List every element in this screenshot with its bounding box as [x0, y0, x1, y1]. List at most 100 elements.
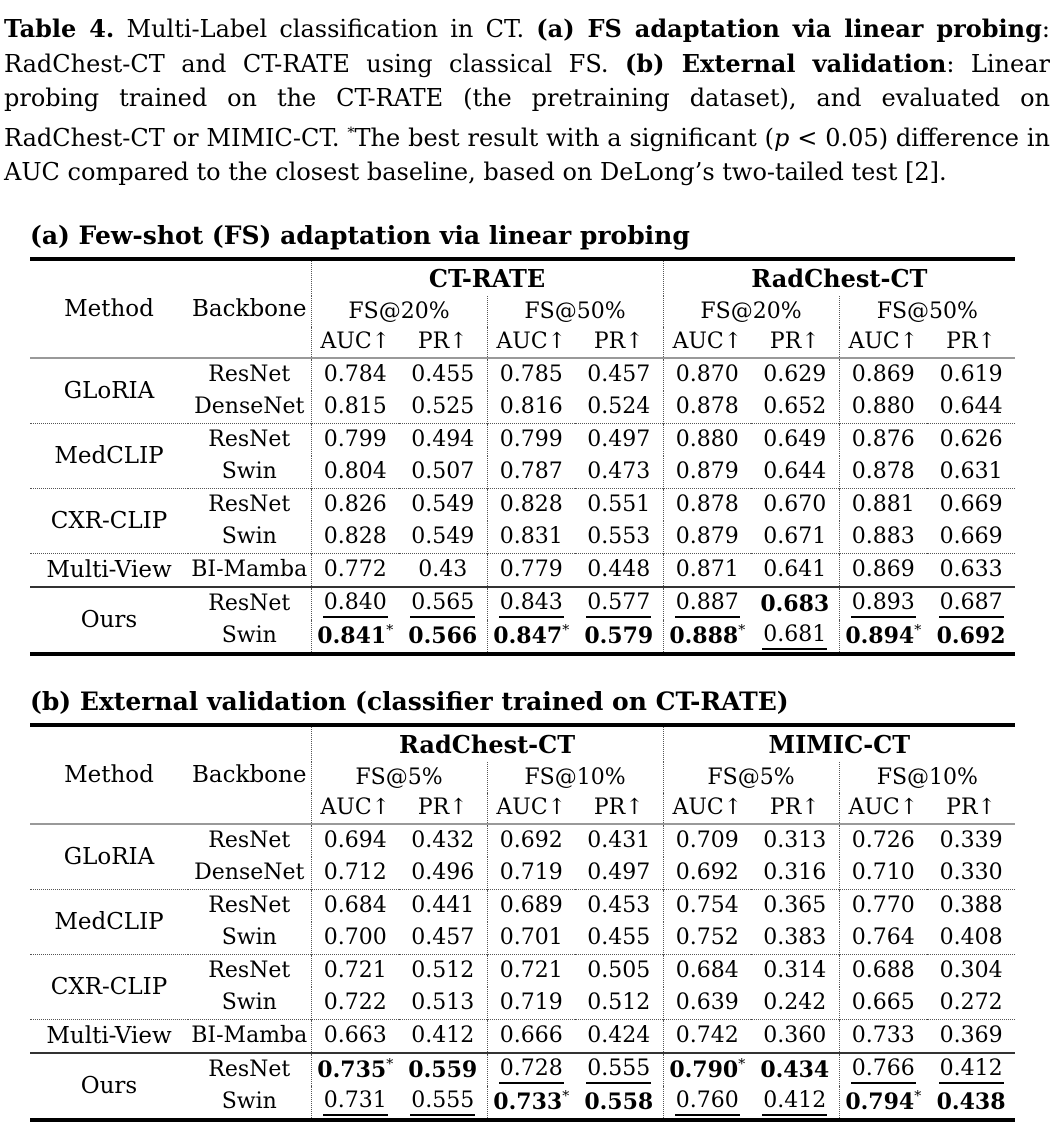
metric-value-cell: 0.881	[838, 487, 928, 521]
metric-value: 0.669	[939, 524, 1003, 549]
metric-value: 0.494	[411, 427, 475, 452]
metric-value: 0.787	[499, 459, 563, 484]
metric-value: 0.799	[323, 427, 387, 452]
method-cell: MedCLIP	[30, 422, 188, 488]
metric-value-cell: 0.559	[399, 1051, 487, 1086]
metric-value-cell: 0.649	[751, 422, 840, 456]
metric-value: 0.701	[499, 925, 563, 950]
metric-value: 0.313	[763, 828, 827, 853]
metric-value-cell: 0.843	[486, 585, 575, 620]
metric-value-cell: 0.735*	[310, 1051, 399, 1086]
metric-value: 0.665	[851, 990, 915, 1015]
metric-value: 0.785	[499, 362, 563, 387]
table-row: CXR-CLIP ResNet 0.721 0.512 0.721 0.505 0.684 0…	[30, 953, 1016, 1019]
metric-value: 0.512	[587, 990, 651, 1015]
metric-value-cell: 0.683	[751, 585, 840, 620]
metric-value: 0.869	[851, 557, 915, 582]
metric-value: 0.626	[939, 427, 1003, 452]
backbone-cell: ResNet	[188, 1051, 311, 1086]
metric-value: 0.365	[763, 893, 827, 918]
backbone-cell: BI-Mamba	[188, 1018, 311, 1053]
header-row-datasets: Method Backbone CT-RATE RadChest-CT	[30, 258, 1016, 359]
metric-value: 0.881	[851, 492, 915, 517]
metric-value-cell: 0.787	[486, 455, 575, 488]
metric-value-cell: 0.431	[575, 824, 663, 857]
metric-value-cell: 0.869	[838, 552, 928, 587]
table-row: Swin 0.841* 0.566 0.847* 0.579 0.888* 0.681 0.8…	[30, 619, 1015, 654]
metric-value-cell: 0.779	[486, 552, 575, 587]
metric-header: AUC↑	[662, 792, 752, 825]
significance-star: *	[386, 622, 394, 639]
metric-value-cell: 0.314	[751, 953, 840, 987]
metric-value: 0.412	[762, 1088, 828, 1116]
metric-value: 0.441	[411, 893, 475, 918]
backbone-cell: ResNet	[208, 362, 291, 387]
metric-header: AUC↑	[486, 326, 575, 359]
backbone-cell: DenseNet	[194, 860, 305, 885]
metric-value-cell: 0.639	[662, 986, 752, 1019]
metric-value: 0.565	[410, 590, 476, 618]
significance-star: *	[738, 1056, 746, 1073]
caption-run: *	[347, 124, 355, 141]
metric-value-cell: 0.497	[575, 422, 664, 456]
metric-value-cell: 0.555	[575, 1051, 664, 1086]
metric-value: 0.728	[498, 1056, 564, 1084]
metric-value-cell: 0.626	[927, 422, 1016, 456]
metric-value: 0.671	[763, 524, 827, 549]
metric-value-cell: 0.731	[310, 1085, 399, 1120]
metric-value: 0.670	[763, 492, 827, 517]
metric-value-cell: 0.629	[751, 358, 839, 391]
metric-value: 0.649	[763, 427, 827, 452]
significance-star: *	[914, 1088, 922, 1105]
metric-value-cell: 0.644	[927, 391, 1015, 424]
metric-value-cell: 0.424	[575, 1018, 664, 1053]
col-header-method: Method	[30, 724, 188, 825]
metric-value-cell: 0.826	[310, 487, 399, 521]
metric-header: PR↑	[399, 326, 487, 359]
metric-value-cell: 0.669	[927, 487, 1016, 521]
metric-value: 0.722	[323, 990, 387, 1015]
backbone-cell: ResNet	[188, 585, 311, 620]
table-b-title: (b) External validation (classifier trai…	[30, 686, 789, 716]
table-body: GLoRIA ResNet 0.784 0.455 0.785 0.457 0.870 0.6…	[30, 357, 1016, 654]
metric-value: 0.408	[939, 925, 1003, 950]
metric-value-cell: 0.684	[310, 888, 399, 922]
metric-value: 0.879	[675, 524, 739, 549]
method-cell: GLoRIA	[63, 843, 155, 870]
metric-value: 0.497	[587, 860, 651, 885]
metric-value-cell: 0.871	[662, 552, 752, 587]
metric-value-cell: 0.879	[662, 520, 752, 553]
metric-value: 0.843	[498, 590, 564, 618]
backbone-cell: ResNet	[188, 487, 311, 521]
table-a-few-shot-adaptation: Method Backbone CT-RATE RadChest-CT FS@20% FS…	[30, 256, 1016, 656]
table-row: CXR-CLIP ResNet 0.826 0.549 0.828 0.551 0.878 0…	[30, 487, 1016, 553]
metric-value: 0.766	[850, 1056, 916, 1084]
metric-value-cell: 0.369	[927, 1018, 1016, 1053]
metric-value-cell: 0.733*	[486, 1085, 575, 1120]
metric-value: 0.555	[586, 1056, 652, 1084]
metric-value: 0.692	[936, 622, 1006, 649]
metric-value: 0.549	[411, 492, 475, 517]
metric-value-cell: 0.512	[575, 987, 663, 1020]
metric-value-cell: 0.505	[575, 953, 664, 987]
metric-value: 0.687	[938, 590, 1004, 618]
metric-value-cell: 0.566	[399, 620, 487, 654]
metric-value-cell: 0.692	[927, 620, 1015, 654]
backbone-cell: ResNet	[188, 888, 311, 922]
metric-value-cell: 0.666	[486, 1018, 575, 1053]
metric-value: 0.432	[411, 828, 475, 853]
metric-value: 0.709	[675, 828, 739, 853]
metric-value-cell: 0.694	[310, 823, 399, 857]
metric-value-cell: 0.43	[399, 552, 487, 587]
backbone-cell: Swin	[221, 459, 277, 484]
table-body: GLoRIA ResNet 0.694 0.432 0.692 0.431 0.709 0.3…	[30, 823, 1016, 1120]
metric-value-cell: 0.894*	[838, 619, 928, 654]
method-cell: GLoRIA	[63, 377, 155, 404]
metric-value-cell: 0.496	[399, 857, 487, 890]
metric-value-cell: 0.719	[486, 856, 575, 889]
metric-value-cell: 0.880	[838, 390, 928, 423]
metric-value: 0.879	[675, 459, 739, 484]
metric-value: 0.878	[675, 394, 739, 419]
metric-value: 0.242	[763, 990, 827, 1015]
metric-value-cell: 0.497	[575, 857, 663, 890]
